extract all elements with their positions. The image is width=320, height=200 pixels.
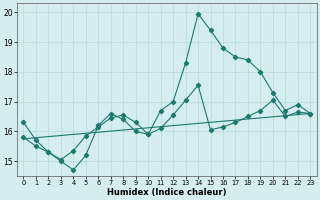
X-axis label: Humidex (Indice chaleur): Humidex (Indice chaleur)	[107, 188, 227, 197]
